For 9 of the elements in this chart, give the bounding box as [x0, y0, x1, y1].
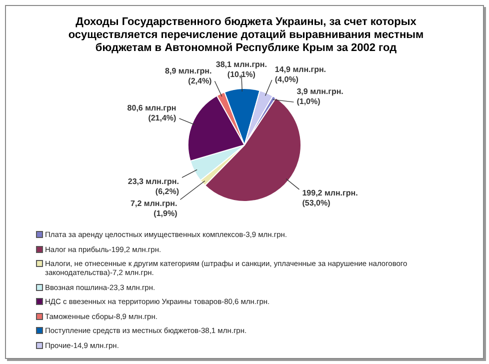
data-label: 23,3 млн.грн. (6,2%)	[128, 176, 180, 196]
data-label: 7,2 млн.грн. (1,9%)	[130, 198, 178, 218]
data-label: 14,9 млн.грн. (4,0%)	[274, 65, 326, 84]
data-label: 199,2 млн.грн. (53,0%)	[302, 188, 358, 208]
data-label: 80,6 млн.грн (21,4%)	[127, 104, 177, 123]
data-label: 8,9 млн.грн. (2,4%)	[165, 66, 212, 86]
data-label: 3,9 млн.грн. (1,0%)	[296, 87, 344, 106]
data-label: 38,1 млн.грн. (10,1%)	[216, 60, 267, 79]
chart-title: Доходы Государственного бюджета Украины, за счет которых осуществляется перечисление дотаций выравнивания местным бюджетам в Автономной Республике Крым за 2002 год	[67, 16, 425, 55]
